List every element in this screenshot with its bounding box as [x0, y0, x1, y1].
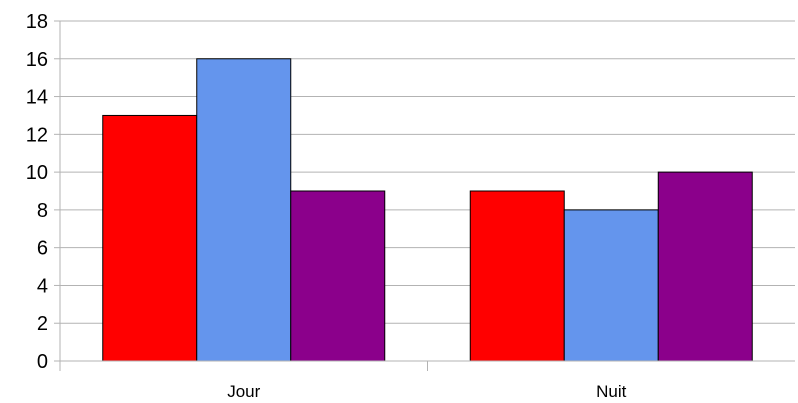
y-tick-label: 12: [26, 124, 48, 146]
bar-nuit-3: [657, 171, 753, 362]
y-tick-label: 10: [26, 162, 48, 184]
y-tick-label: 6: [37, 238, 48, 260]
bar-jour-3: [290, 190, 386, 362]
y-tick-labels: 0 2 4 6 8 10 12 14 16 18: [26, 11, 48, 373]
y-tick-label: 16: [26, 49, 48, 71]
x-category-labels: Jour Nuit: [227, 382, 626, 401]
y-tick-label: 8: [37, 200, 48, 222]
y-tick-label: 14: [26, 87, 48, 109]
axes: [54, 20, 795, 371]
y-tick-label: 4: [37, 275, 48, 297]
y-tick-label: 18: [26, 11, 48, 33]
y-tick-label: 2: [37, 313, 48, 335]
x-category-label: Nuit: [596, 382, 627, 401]
bar-nuit-1: [469, 190, 565, 362]
bar-jour-2: [196, 58, 292, 362]
bar-nuit-2: [563, 209, 659, 362]
x-category-label: Jour: [227, 382, 260, 401]
y-tick-label: 0: [37, 351, 48, 373]
bar-jour-1: [102, 114, 198, 362]
